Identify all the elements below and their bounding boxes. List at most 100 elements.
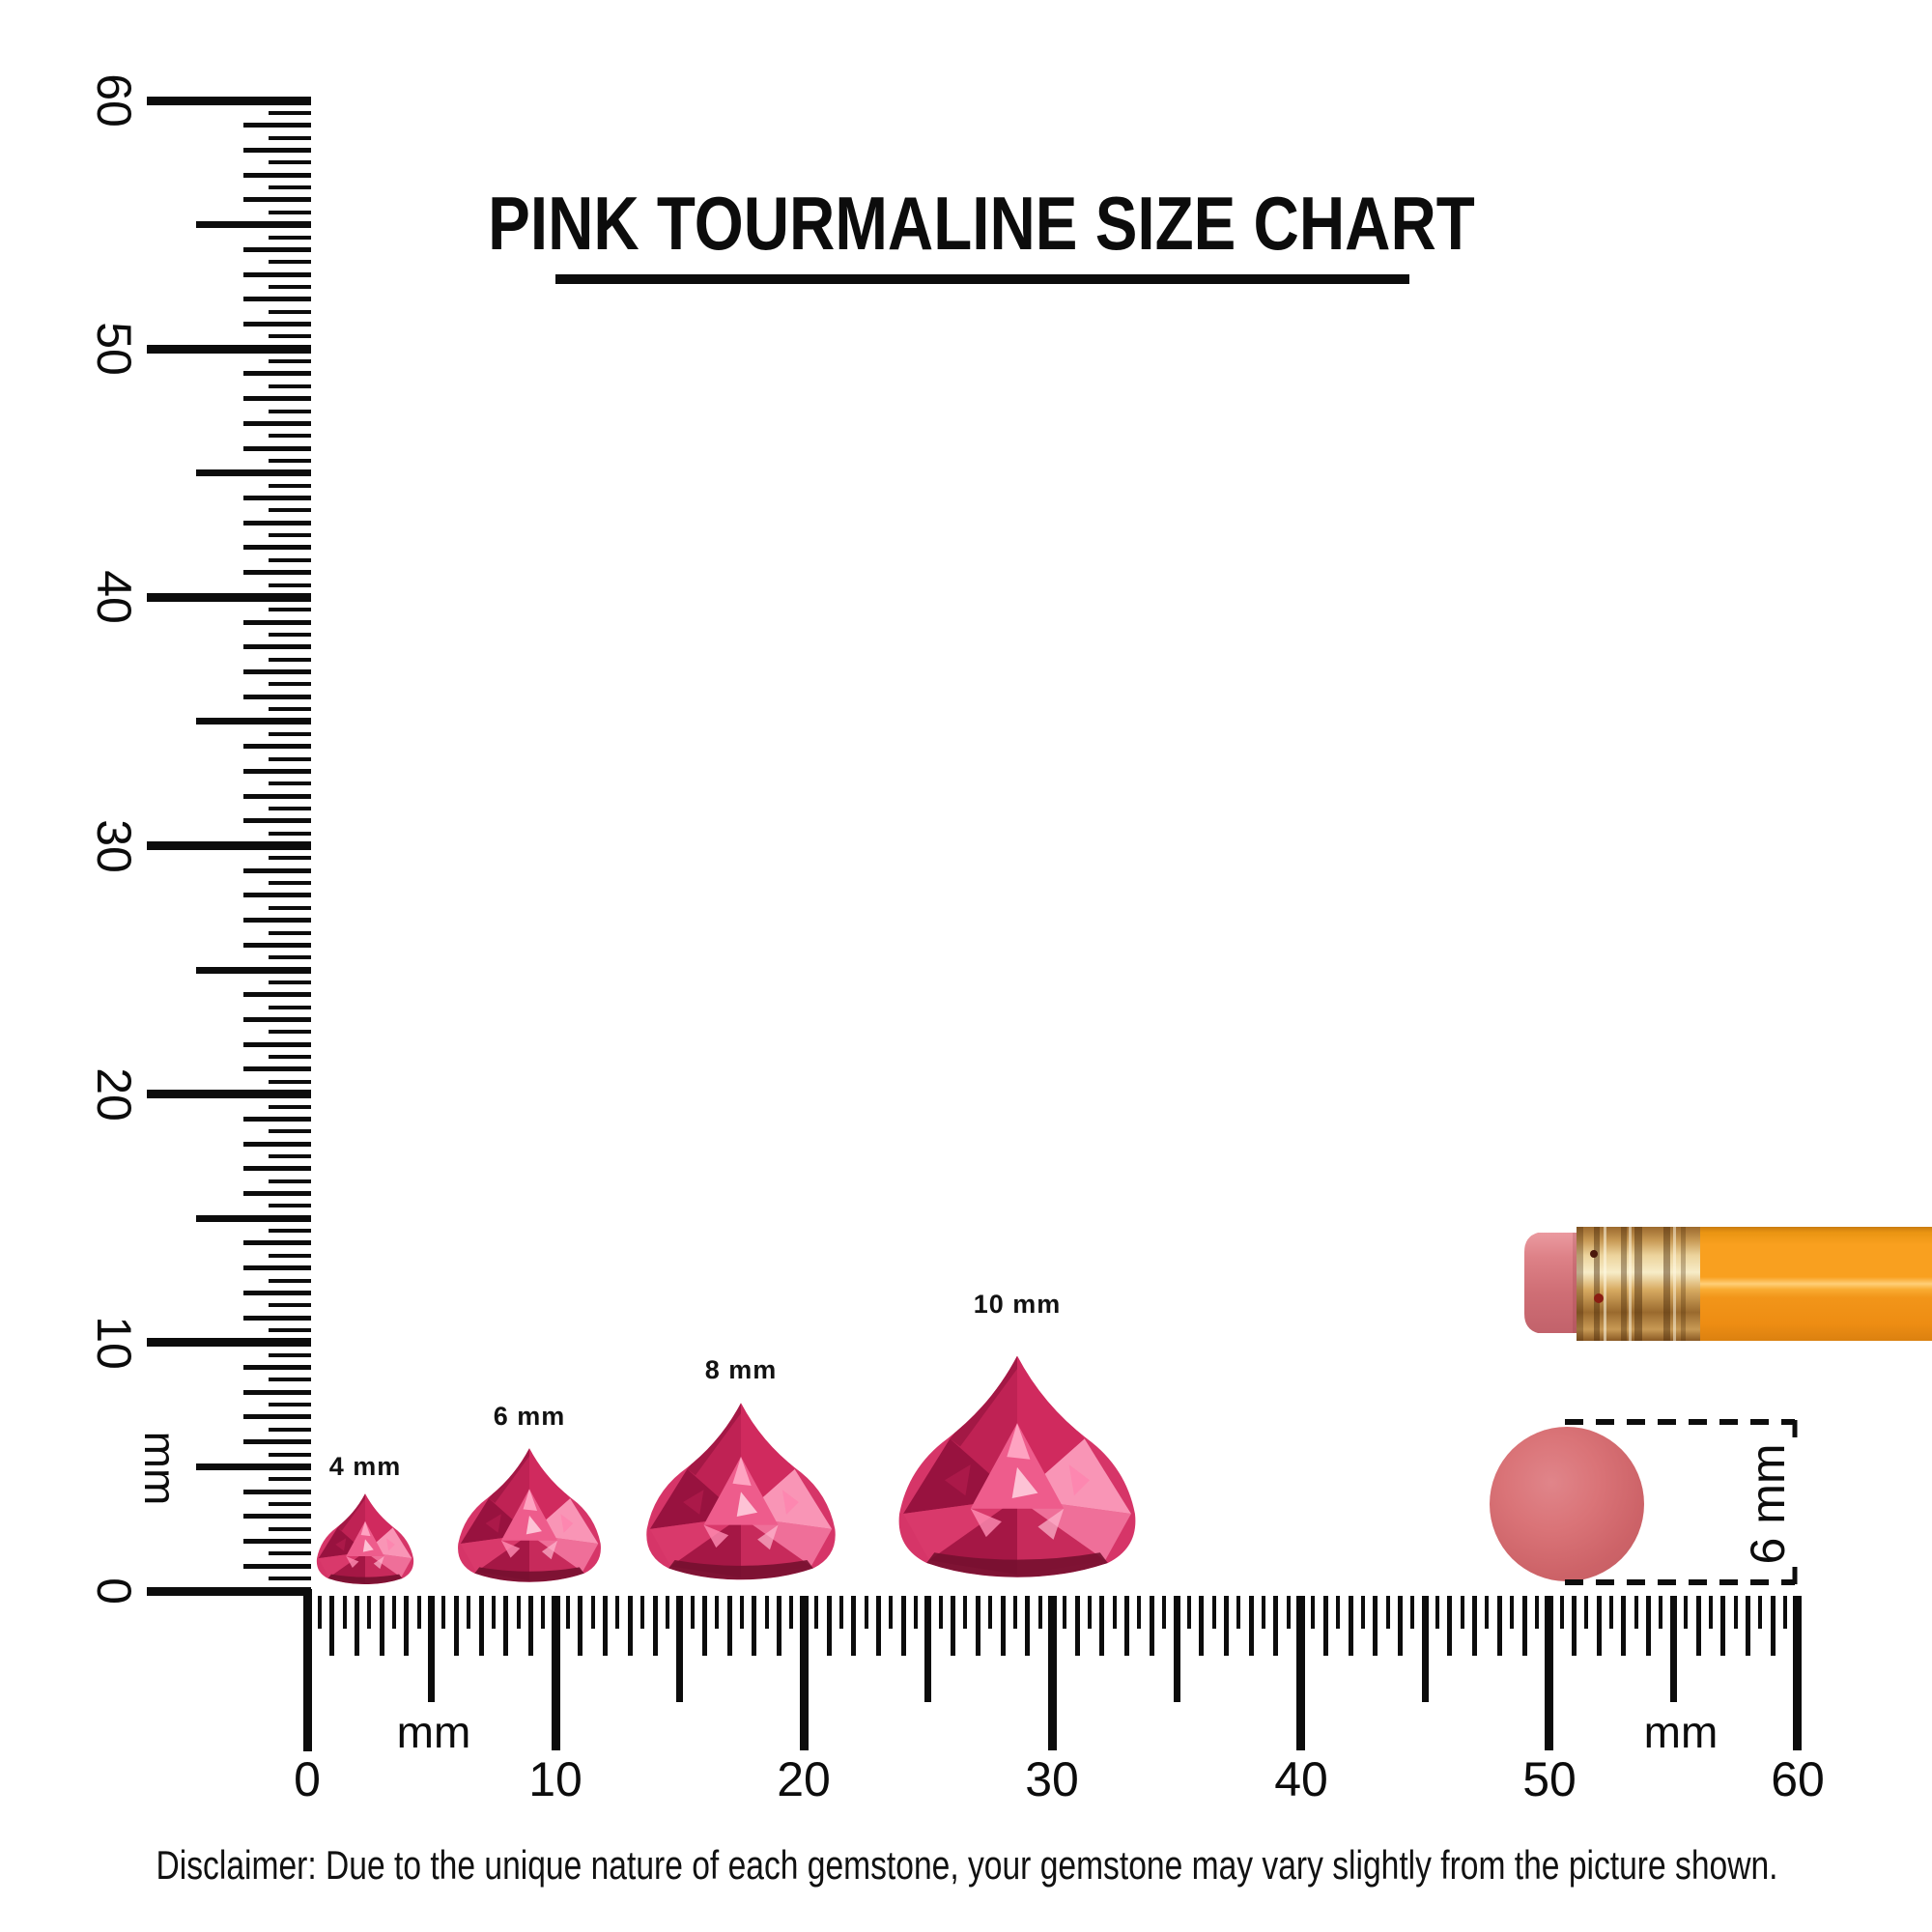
ruler-tick — [1075, 1596, 1080, 1656]
ruler-tick — [1572, 1596, 1577, 1656]
ruler-tick — [269, 633, 311, 637]
ruler-tick — [428, 1596, 435, 1702]
ruler-tick — [269, 1428, 311, 1432]
ruler-tick — [1621, 1596, 1626, 1656]
ruler-tick — [1361, 1596, 1365, 1629]
ruler-tick — [715, 1596, 719, 1629]
ruler-tick — [243, 943, 311, 948]
ruler-tick — [243, 893, 311, 897]
ruler-tick — [243, 1166, 311, 1171]
ruler-tick — [653, 1596, 658, 1656]
ruler-tick — [1435, 1596, 1439, 1629]
ruler-tick — [269, 955, 311, 959]
vertical-ruler-number: 10 — [87, 1316, 141, 1370]
ruler-tick — [269, 484, 311, 488]
comparison-dot — [1490, 1427, 1644, 1581]
ruler-tick — [269, 533, 311, 537]
ruler-tick — [1410, 1596, 1414, 1629]
ruler-tick — [1709, 1596, 1713, 1629]
ruler-tick — [243, 1017, 311, 1022]
ruler-tick — [269, 334, 311, 338]
ruler-tick — [243, 1539, 311, 1544]
ruler-tick — [269, 931, 311, 935]
gemstone-6mm — [451, 1445, 608, 1589]
ruler-tick — [269, 1179, 311, 1183]
ruler-tick — [269, 1378, 311, 1381]
ruler-tick — [1472, 1596, 1477, 1656]
ruler-tick — [492, 1596, 496, 1629]
ruler-tick — [243, 1240, 311, 1245]
ruler-tick — [1609, 1596, 1613, 1629]
ruler-tick — [269, 359, 311, 363]
ruler-tick — [243, 818, 311, 823]
ruler-tick — [914, 1596, 918, 1629]
ruler-tick — [243, 197, 311, 202]
ruler-tick — [1545, 1596, 1553, 1750]
ruler-tick — [640, 1596, 644, 1629]
ruler-tick — [417, 1596, 421, 1629]
ruler-tick — [676, 1596, 683, 1702]
ruler-tick — [269, 1105, 311, 1109]
ruler-tick — [243, 1142, 311, 1147]
ruler-tick — [1670, 1596, 1677, 1702]
ruler-tick — [269, 1055, 311, 1059]
ruler-tick — [1137, 1596, 1141, 1629]
ruler-tick — [269, 1477, 311, 1481]
ruler-tick — [1398, 1596, 1403, 1656]
ruler-tick — [1584, 1596, 1588, 1629]
ruler-tick — [1349, 1596, 1353, 1656]
ruler-tick — [1162, 1596, 1166, 1629]
gemstone-size-label: 6 mm — [493, 1402, 566, 1431]
ruler-tick — [243, 123, 311, 128]
ruler-tick — [269, 781, 311, 785]
ruler-tick — [479, 1596, 484, 1656]
ruler-tick — [269, 732, 311, 736]
ruler-tick — [243, 247, 311, 252]
ruler-tick — [1535, 1596, 1539, 1629]
ruler-tick — [541, 1596, 545, 1629]
ruler-tick — [269, 508, 311, 512]
ruler-tick — [243, 148, 311, 153]
ruler-tick — [1296, 1596, 1305, 1750]
ruler-tick — [467, 1596, 470, 1629]
ruler-tick — [243, 173, 311, 178]
gemstone-10mm — [888, 1350, 1147, 1589]
ruler-tick — [740, 1596, 744, 1629]
ruler-tick — [196, 967, 311, 974]
ruler-tick — [628, 1596, 633, 1656]
ruler-tick — [243, 644, 311, 649]
ruler-tick — [196, 221, 311, 228]
ruler-tick — [243, 1390, 311, 1395]
ruler-tick — [147, 593, 311, 602]
pencil-ferrule — [1577, 1227, 1702, 1341]
ruler-tick — [269, 1006, 311, 1009]
ruler-tick — [1063, 1596, 1066, 1629]
ruler-tick — [1025, 1596, 1030, 1656]
ruler-tick — [1273, 1596, 1278, 1656]
ruler-tick — [269, 136, 311, 140]
ruler-tick — [243, 322, 311, 327]
ruler-tick — [269, 583, 311, 587]
ruler-tick — [269, 1254, 311, 1258]
ruler-tick — [243, 521, 311, 526]
ruler-tick — [343, 1596, 347, 1629]
ruler-tick — [196, 1463, 311, 1470]
ruler-tick — [1150, 1596, 1154, 1656]
ruler-tick — [355, 1596, 359, 1656]
ruler-tick — [269, 1403, 311, 1406]
ruler-tick — [243, 695, 311, 699]
ruler-tick — [269, 1279, 311, 1283]
ruler-tick — [1099, 1596, 1104, 1656]
ruler-tick — [1720, 1596, 1725, 1656]
ruler-tick — [269, 459, 311, 463]
ruler-tick — [269, 285, 311, 289]
ruler-tick — [147, 1587, 311, 1596]
ruler-tick — [528, 1596, 533, 1656]
ruler-tick — [1212, 1596, 1216, 1629]
ruler-tick — [839, 1596, 843, 1629]
ruler-tick — [269, 384, 311, 388]
ruler-tick — [1323, 1596, 1328, 1656]
ruler-tick — [269, 608, 311, 611]
horizontal-ruler-unit-label-left: mm — [396, 1707, 471, 1757]
ruler-tick — [269, 160, 311, 164]
